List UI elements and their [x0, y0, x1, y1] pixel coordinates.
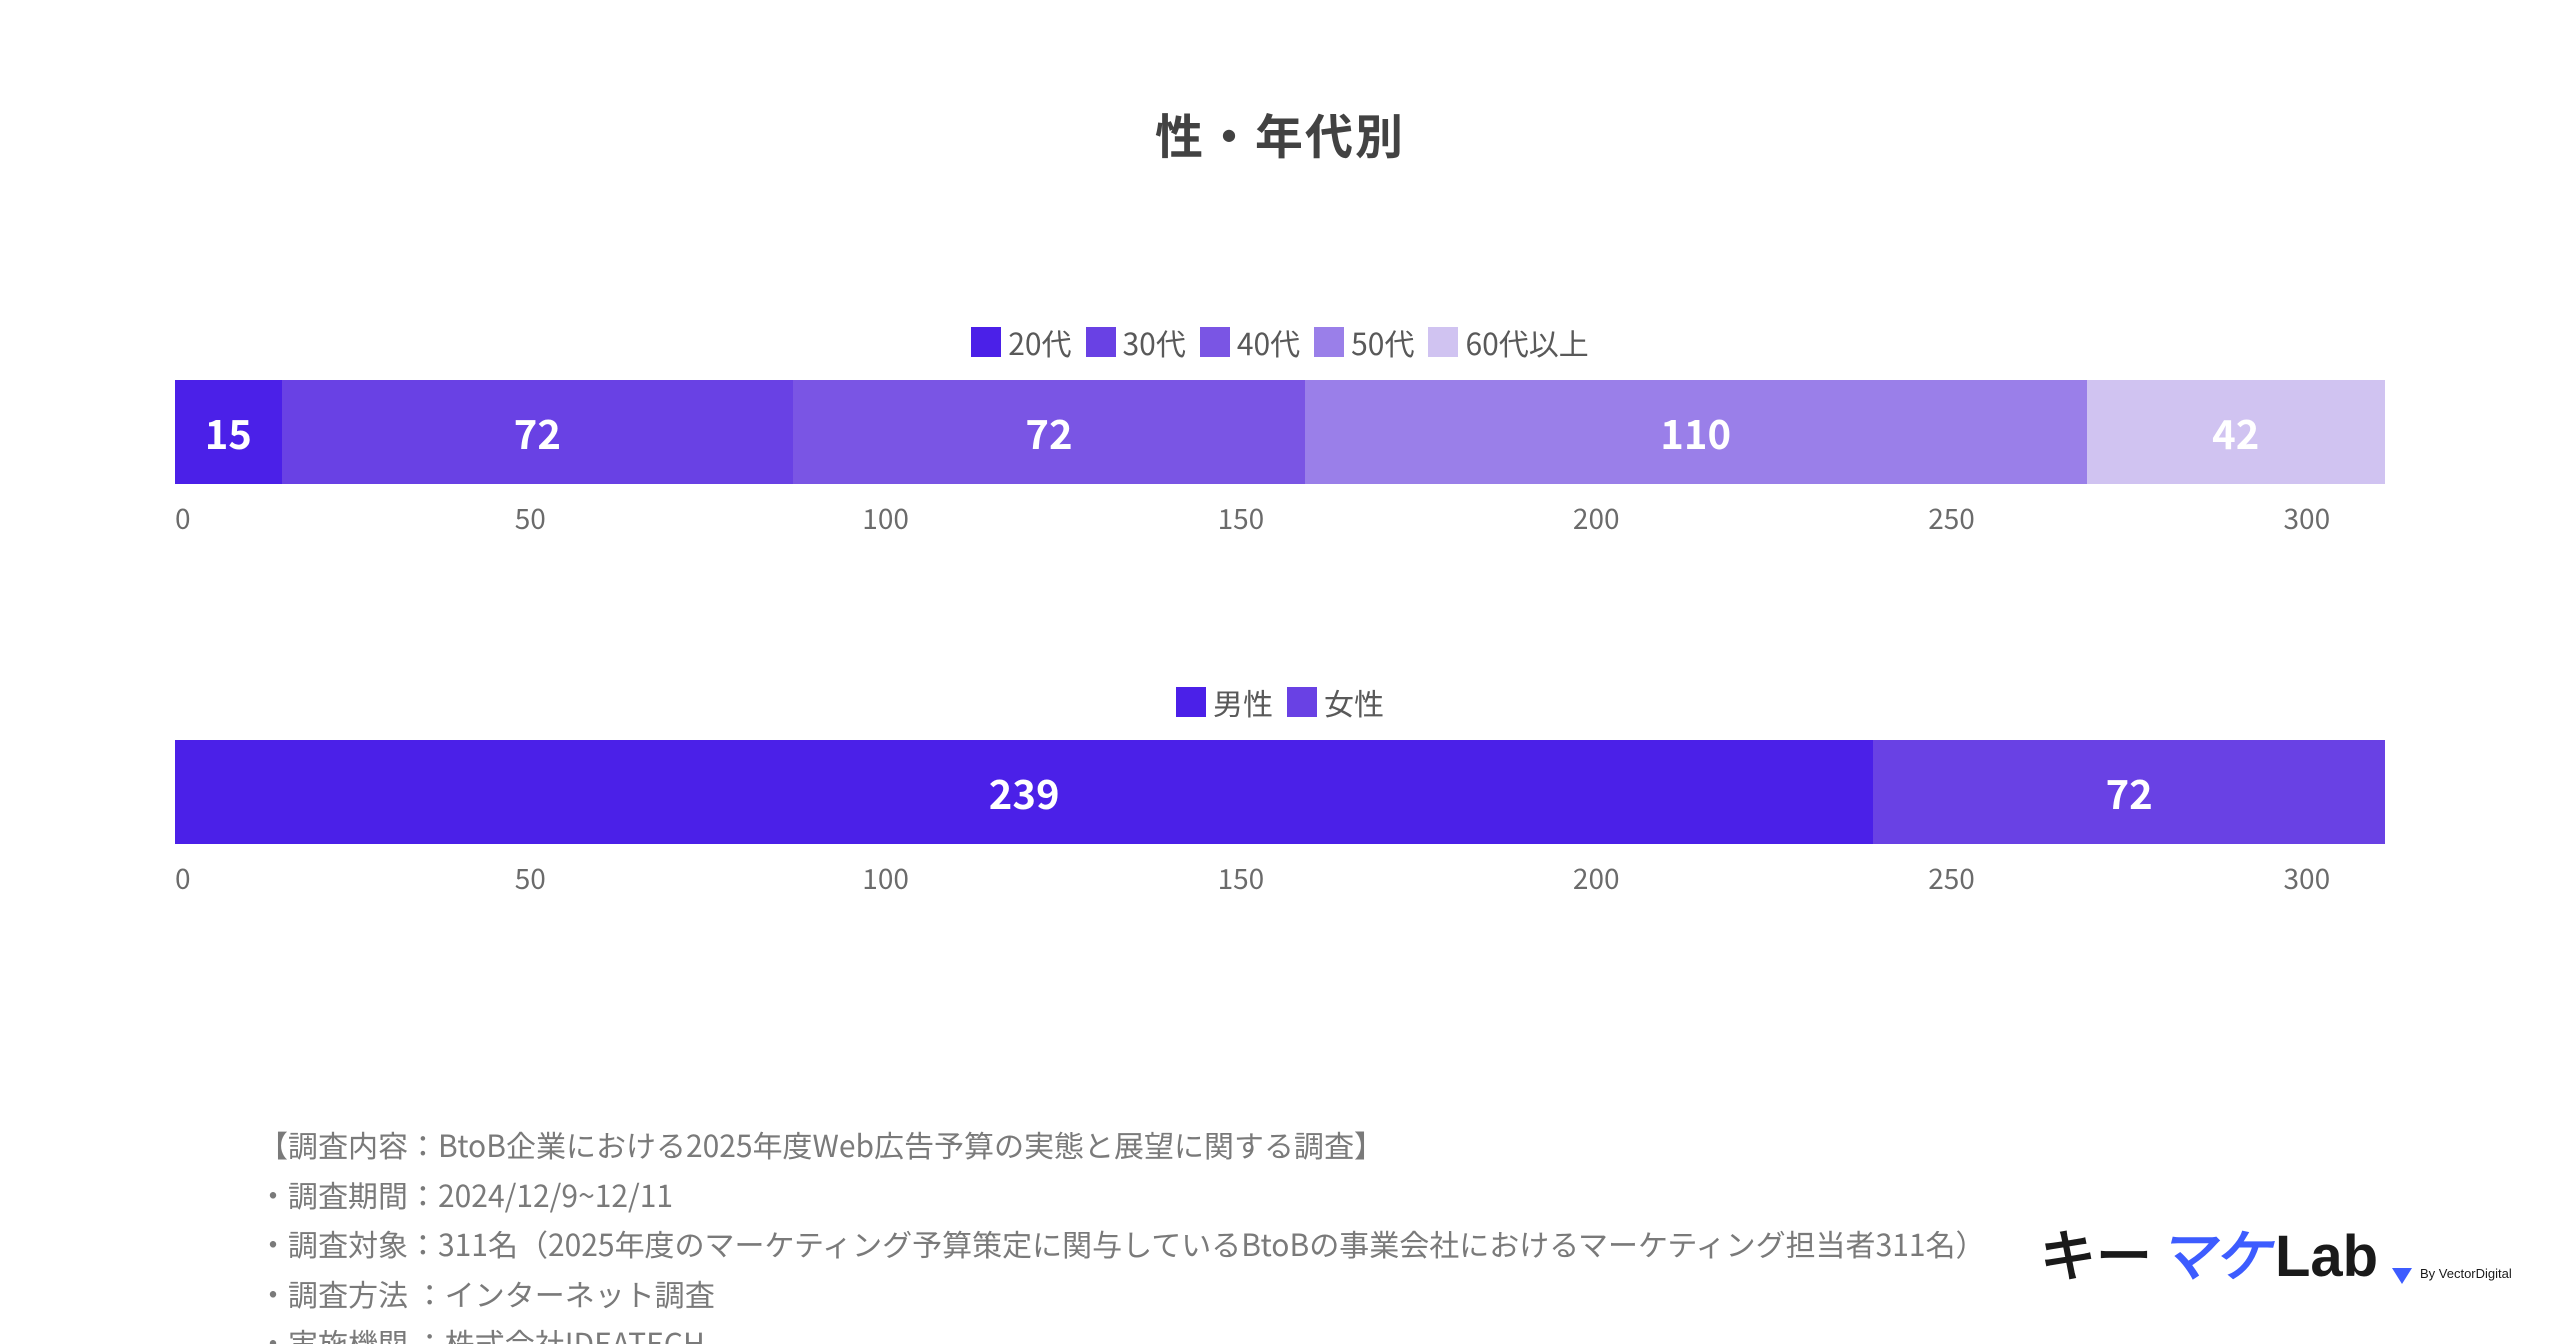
- note-line: 【調査内容：BtoB企業における2025年度Web広告予算の実態と展望に関する調…: [258, 1120, 1986, 1170]
- logo-text-3: Lab: [2275, 1224, 2378, 1289]
- logo-text-1: キー: [2040, 1225, 2152, 1288]
- axis-tick: 0: [175, 858, 191, 898]
- survey-notes: 【調査内容：BtoB企業における2025年度Web広告予算の実態と展望に関する調…: [258, 1120, 1986, 1344]
- page-title: 性・年代別: [0, 98, 2560, 168]
- bar-segment: 72: [282, 380, 794, 484]
- legend-label: 30代: [1123, 320, 1186, 364]
- axis-tick: 200: [1573, 498, 1620, 538]
- legend-item: 女性: [1287, 680, 1384, 724]
- legend-item: 20代: [971, 320, 1071, 364]
- bar-segment: 72: [1873, 740, 2385, 844]
- legend-swatch: [971, 327, 1001, 357]
- legend-item: 40代: [1200, 320, 1300, 364]
- axis-gender: 0 50 100 150 200 250 300: [175, 858, 2385, 908]
- axis-tick: 100: [862, 498, 909, 538]
- chart-gender: 23972 0 50 100 150 200 250 300: [175, 740, 2385, 908]
- legend-label: 女性: [1324, 680, 1384, 724]
- legend-swatch: [1200, 327, 1230, 357]
- legend-label: 男性: [1213, 680, 1273, 724]
- legend-swatch: [1314, 327, 1344, 357]
- axis-tick: 250: [1928, 858, 1975, 898]
- axis-tick: 250: [1928, 498, 1975, 538]
- note-line: ・調査期間：2024/12/9~12/11: [258, 1170, 1986, 1220]
- bar-segment: 15: [175, 380, 282, 484]
- note-line: ・調査対象：311名（2025年度のマーケティング予算策定に関与しているBtoB…: [258, 1219, 1986, 1269]
- chart-age: 15727211042 050100150200250300: [175, 380, 2385, 548]
- legend-age: 20代 30代 40代 50代 60代以上: [0, 320, 2560, 364]
- bar-segment: 42: [2087, 380, 2385, 484]
- bar-gender: 23972: [175, 740, 2385, 844]
- legend-swatch: [1176, 687, 1206, 717]
- axis-tick: 150: [1218, 498, 1265, 538]
- axis-tick: 50: [515, 498, 546, 538]
- legend-item: 30代: [1086, 320, 1186, 364]
- axis-tick: 0: [175, 498, 191, 538]
- axis-age: 0 50 100 150 200 250 300: [175, 498, 2385, 548]
- axis-tick: 100: [862, 858, 909, 898]
- axis-tick: 300: [2284, 498, 2331, 538]
- legend-label: 50代: [1351, 320, 1414, 364]
- legend-swatch: [1086, 327, 1116, 357]
- axis-tick: 200: [1573, 858, 1620, 898]
- legend-item: 60代以上: [1428, 320, 1588, 364]
- legend-label: 40代: [1237, 320, 1300, 364]
- logo-text-2: マケ: [2158, 1225, 2275, 1288]
- logo-subtext: By VectorDigital: [2420, 1266, 2512, 1281]
- bar-segment: 72: [793, 380, 1305, 484]
- axis-tick: 50: [515, 858, 546, 898]
- bar-segment: 110: [1305, 380, 2087, 484]
- legend-item: 男性: [1176, 680, 1273, 724]
- note-line: ・調査方法 ：インターネット調査: [258, 1269, 1986, 1319]
- logo-arrow-icon: [2392, 1268, 2412, 1284]
- legend-swatch: [1428, 327, 1458, 357]
- legend-item: 50代: [1314, 320, 1414, 364]
- legend-swatch: [1287, 687, 1317, 717]
- bar-age: 15727211042: [175, 380, 2385, 484]
- brand-logo: キー マケ Lab By VectorDigital: [2040, 1214, 2520, 1309]
- legend-label: 20代: [1008, 320, 1071, 364]
- axis-tick: 300: [2284, 858, 2331, 898]
- legend-gender: 男性 女性: [0, 680, 2560, 724]
- legend-label: 60代以上: [1465, 320, 1588, 364]
- note-line: ・実施機関 ：株式会社IDEATECH: [258, 1318, 1986, 1344]
- axis-tick: 150: [1218, 858, 1265, 898]
- bar-segment: 239: [175, 740, 1873, 844]
